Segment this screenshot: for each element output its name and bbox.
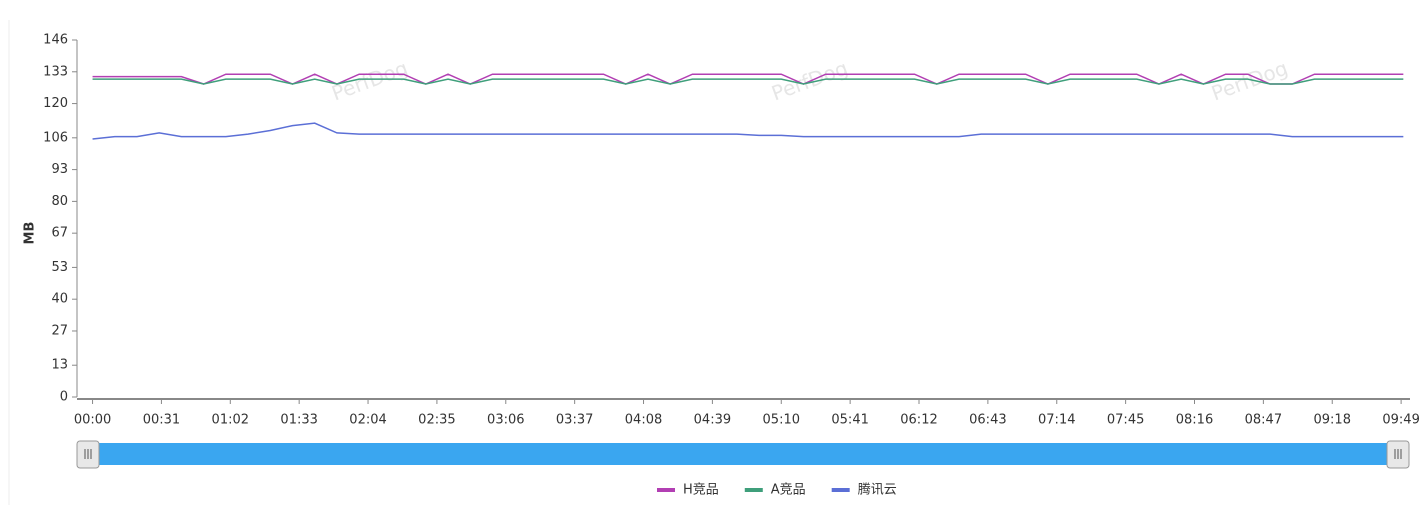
x-tick-label: 05:10 [763,413,800,428]
slider-grips [84,449,1402,459]
y-tick-label: 106 [43,130,68,145]
legend-label: H竞品 [683,482,719,498]
legend: H竞品 A竞品 腾讯云 [657,482,897,498]
legend-swatch [831,488,850,492]
x-tick-label: 02:04 [349,413,386,428]
y-tick-label: 93 [51,162,68,177]
legend-label: A竞品 [771,482,806,498]
y-tick-label: 27 [51,323,68,338]
y-tick-label: 40 [51,292,68,307]
x-tick-label: 08:47 [1245,413,1282,428]
x-tick-label: 09:18 [1314,413,1351,428]
x-tick-label: 01:02 [212,413,249,428]
x-tick-label: 05:41 [831,413,868,428]
y-tick-label: 0 [60,390,68,405]
x-tick-label: 08:16 [1176,413,1213,428]
slider-track[interactable] [80,443,1408,465]
y-tick-label: 53 [51,260,68,275]
legend-swatch [657,488,675,492]
y-tick-label: 146 [43,33,68,48]
x-tick-label: 06:12 [900,413,937,428]
x-tick-label: 09:49 [1382,413,1419,428]
series-line [92,122,1404,140]
x-tick-label: 00:00 [74,413,111,428]
series-line [92,73,1404,85]
x-tick-label: 07:14 [1038,413,1075,428]
y-tick-label: 67 [51,226,68,241]
y-tick-label: 13 [51,358,68,373]
y-tick-label: 133 [43,64,68,79]
x-tick-label: 04:39 [694,413,731,428]
x-tick-label: 06:43 [969,413,1006,428]
x-tick-label: 02:35 [418,413,455,428]
y-tick-label: 120 [43,96,68,111]
legend-label: 腾讯云 [858,482,897,498]
y-axis-label: MB [23,222,38,245]
x-tick-label: 00:31 [143,413,180,428]
y-tick-label: 80 [51,194,68,209]
slider[interactable] [76,440,1410,469]
series-line [92,78,1404,85]
x-tick-label: 03:37 [556,413,593,428]
legend-swatch [744,488,763,492]
x-tick-label: 03:06 [487,413,524,428]
x-tick-label: 01:33 [280,413,317,428]
x-tick-label: 07:45 [1107,413,1144,428]
x-tick-label: 04:08 [625,413,662,428]
